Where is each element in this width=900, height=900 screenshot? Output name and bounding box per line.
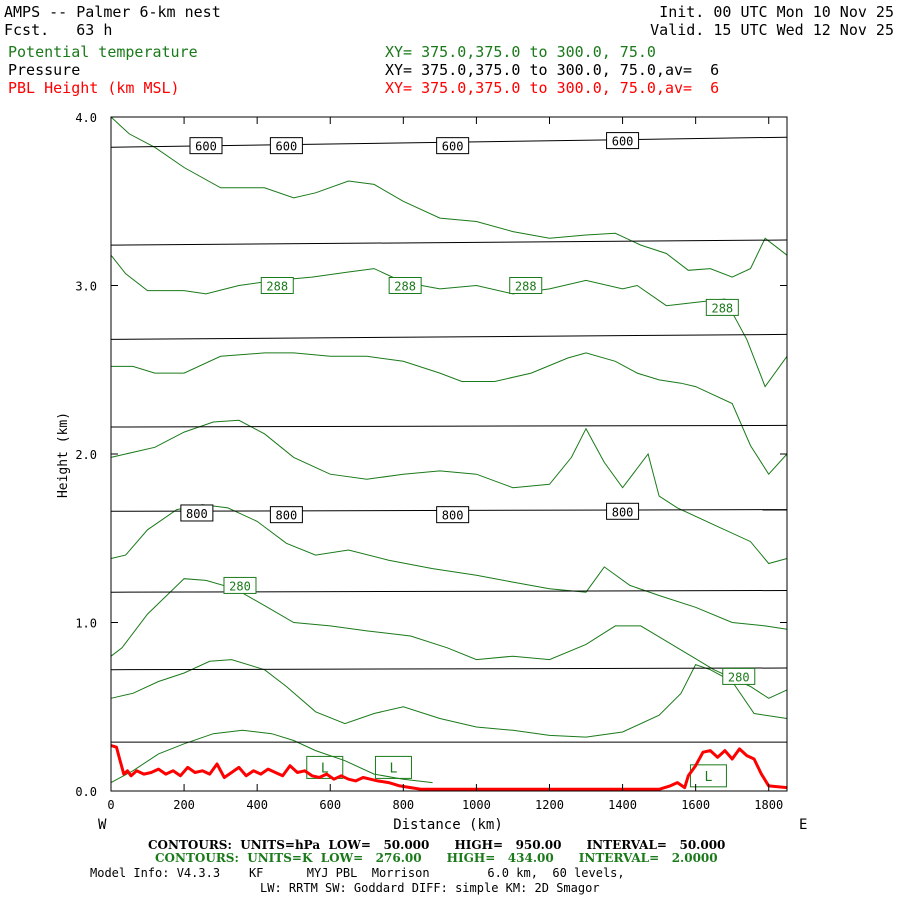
low-marker-box-2 <box>689 764 727 788</box>
isentrope-label-box-0 <box>260 277 294 294</box>
west-label: W <box>98 817 107 833</box>
x-tick-label-3: 600 <box>319 798 341 812</box>
y-tick-label-3: 3.0 <box>75 280 97 294</box>
pbl-group <box>110 744 788 791</box>
isobar-850 <box>110 590 788 593</box>
x-tick-label-5: 1000 <box>462 798 491 812</box>
isobar-label-box-2 <box>436 137 470 155</box>
isobar-label-5: 800 <box>276 509 298 523</box>
init-time: Init. 00 UTC Mon 10 Nov 25 <box>659 3 894 21</box>
isentrope-line-3 <box>110 419 788 565</box>
chart-title: AMPS -- Palmer 6-km nest <box>4 3 221 21</box>
axes-group: 0 200 400 600 800 1000 1200 1400 1600 1800 0.0 1.0 2… <box>75 111 787 812</box>
y-tick-label-0: 0.0 <box>75 785 97 799</box>
isobar-label-box-7 <box>606 502 640 520</box>
east-label: E <box>799 817 807 833</box>
x-tick-label-7: 1400 <box>608 798 637 812</box>
field1-xy: XY= 375.0,375.0 to 300.0, 75.0 <box>385 43 656 61</box>
low-marker-1: L <box>390 761 398 776</box>
isentrope-label-box-4 <box>223 576 257 594</box>
isobar-label-box-5 <box>269 506 303 524</box>
isobar-label-box-6 <box>436 506 470 524</box>
x-tick-label-8: 1600 <box>681 798 710 812</box>
isobar-label-4: 800 <box>186 507 208 521</box>
isobar-label-box-0 <box>189 137 223 155</box>
isentrope-label-box-1 <box>388 277 422 294</box>
isobar-650 <box>110 239 788 246</box>
field2-xy: XY= 375.0,375.0 to 300.0, 75.0,av= 6 <box>385 61 720 79</box>
x-tick-label-0: 0 <box>107 798 114 812</box>
isobar-700 <box>110 333 788 340</box>
isobar-750 <box>110 424 788 428</box>
isentrope-line-1 <box>110 254 788 388</box>
isentrope-line-6 <box>110 659 788 738</box>
low-marker-group: L LL <box>306 755 727 788</box>
contour-label-group: 600 600 600 600 800 800 800 800 288 288 288 288 280 2… <box>180 132 756 685</box>
isentrope-label-box-5 <box>722 667 756 685</box>
isobar-label-2: 600 <box>442 140 464 154</box>
isentrope-label-box-3 <box>705 298 739 316</box>
isentrope-label-3: 288 <box>711 301 733 315</box>
isentrope-label-4: 280 <box>229 579 251 593</box>
isentrope-line-7 <box>110 729 433 784</box>
low-marker-2: L <box>705 770 713 785</box>
isobar-label-6: 800 <box>442 509 464 523</box>
isobar-label-1: 600 <box>276 140 298 154</box>
x-tick-label-6: 1200 <box>535 798 564 812</box>
isentrope-line-4 <box>110 504 788 630</box>
field1-name: Potential temperature <box>8 43 198 61</box>
isentrope-line-5 <box>110 578 788 699</box>
low-marker-box-1 <box>374 755 412 779</box>
x-tick-label-4: 800 <box>392 798 414 812</box>
y-axis-label: Height (km) <box>56 412 71 498</box>
x-tick-label-9: 1800 <box>754 798 783 812</box>
y-tick-label-2: 2.0 <box>75 448 97 462</box>
field2-name: Pressure <box>8 61 81 79</box>
isobar-label-box-3 <box>606 132 640 150</box>
model-info: Model Info: V4.3.3 KF MYJ PBL Morrison 6… <box>90 866 625 880</box>
isentrope-group <box>110 116 788 784</box>
pressure-contour-info: CONTOURS: UNITS=hPa LOW= 50.000 HIGH= 95… <box>148 838 726 852</box>
physics-info: LW: RRTM SW: Goddard DIFF: simple KM: 2D… <box>260 881 600 895</box>
isentrope-label-box-2 <box>509 277 543 294</box>
pbl-height-line <box>110 744 788 791</box>
theta-contour-info: CONTOURS: UNITS=K LOW= 276.00 HIGH= 434.… <box>155 851 718 865</box>
isobar-label-3: 600 <box>612 135 634 149</box>
forecast-hour: Fcst. 63 h <box>4 21 113 39</box>
y-tick-label-4: 4.0 <box>75 111 97 125</box>
isobar-group <box>110 136 788 743</box>
x-tick-label-1: 200 <box>173 798 195 812</box>
isentrope-label-2: 288 <box>515 280 537 294</box>
x-tick-label-2: 400 <box>246 798 268 812</box>
isentrope-line-0 <box>110 116 788 278</box>
isentrope-label-5: 280 <box>728 670 750 684</box>
isobar-label-7: 800 <box>612 505 634 519</box>
x-axis-label: Distance (km) <box>393 817 503 833</box>
valid-time: Valid. 15 UTC Wed 12 Nov 25 <box>650 21 894 39</box>
y-tick-label-1: 1.0 <box>75 617 97 631</box>
isentrope-label-1: 288 <box>394 280 416 294</box>
plot-frame <box>110 116 788 792</box>
isentrope-line-2 <box>111 352 788 476</box>
field3-xy: XY= 375.0,375.0 to 300.0, 75.0,av= 6 <box>385 79 720 97</box>
field3-name: PBL Height (km MSL) <box>8 79 180 97</box>
isobar-label-box-4 <box>180 504 214 522</box>
low-marker-0: L <box>321 761 329 776</box>
low-marker-box-0 <box>306 755 344 779</box>
isentrope-label-0: 288 <box>266 280 288 294</box>
isobar-900 <box>110 667 788 671</box>
isobar-label-0: 600 <box>195 140 217 154</box>
isobar-label-box-1 <box>269 137 303 155</box>
